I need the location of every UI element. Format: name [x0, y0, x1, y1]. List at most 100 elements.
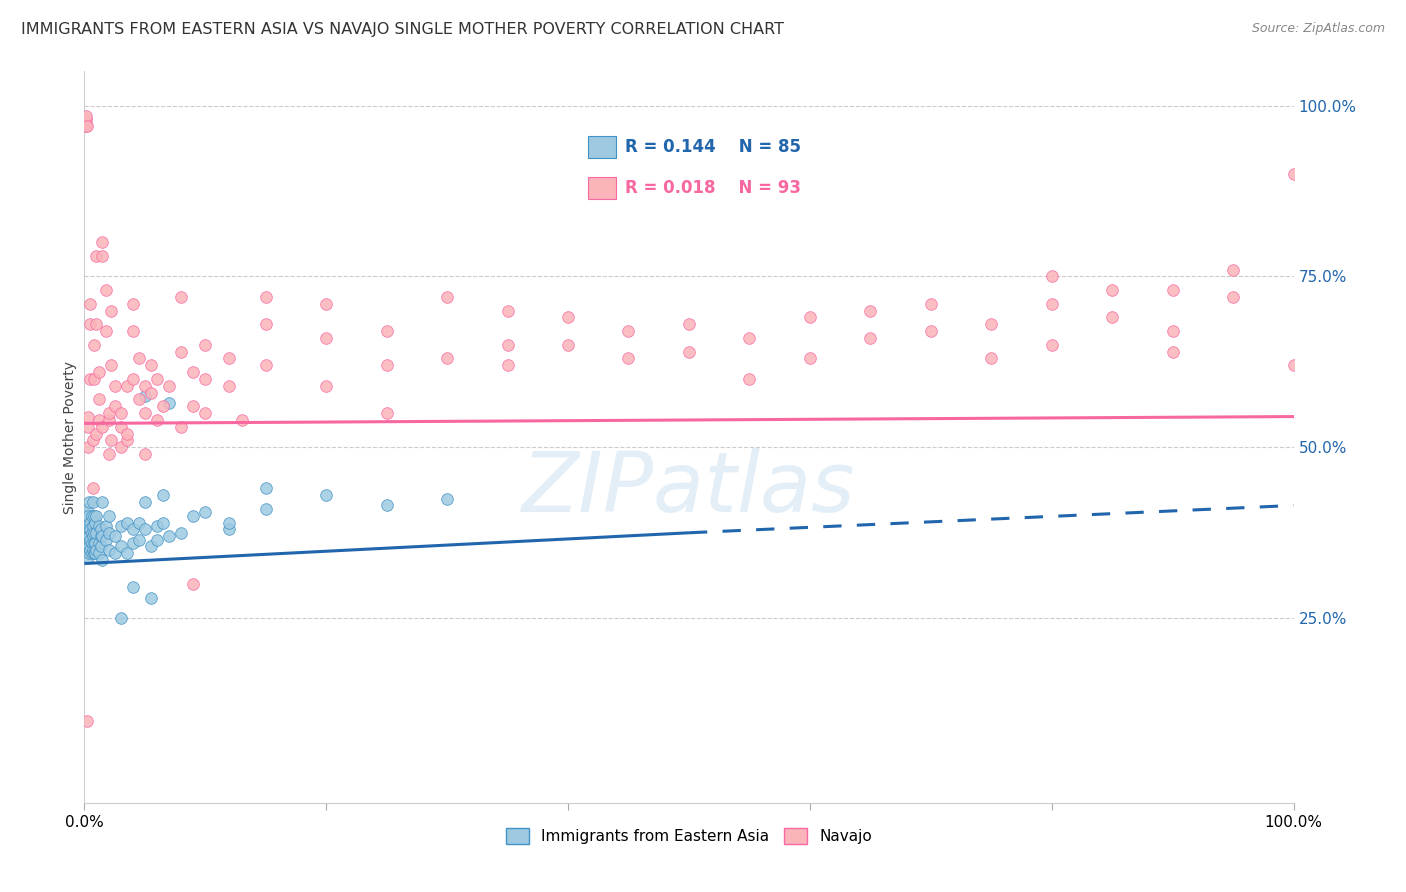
Point	[77, 409, 100, 424]
Point	[218, 516, 240, 530]
Point	[152, 516, 174, 530]
Point	[83, 508, 105, 523]
Point	[157, 379, 180, 393]
Point	[738, 372, 761, 386]
Point	[94, 324, 117, 338]
Point	[170, 344, 193, 359]
Point	[76, 714, 98, 728]
Point	[496, 338, 519, 352]
Point	[115, 546, 138, 560]
Point	[79, 372, 101, 386]
Point	[110, 519, 132, 533]
Point	[1222, 262, 1244, 277]
Point	[557, 310, 579, 325]
Point	[134, 522, 156, 536]
Point	[110, 540, 132, 554]
Point	[218, 379, 240, 393]
Point	[617, 351, 640, 366]
Text: IMMIGRANTS FROM EASTERN ASIA VS NAVAJO SINGLE MOTHER POVERTY CORRELATION CHART: IMMIGRANTS FROM EASTERN ASIA VS NAVAJO S…	[21, 22, 785, 37]
Point	[75, 516, 97, 530]
Point	[97, 413, 120, 427]
Point	[82, 481, 104, 495]
Point	[128, 533, 150, 547]
Point	[678, 344, 700, 359]
Point	[920, 297, 942, 311]
Point	[104, 546, 127, 560]
Point	[100, 359, 122, 373]
Point	[115, 379, 138, 393]
Point	[436, 491, 458, 506]
Text: ZIPatlas: ZIPatlas	[522, 448, 856, 529]
Point	[75, 115, 97, 129]
Point	[79, 516, 101, 530]
Point	[76, 542, 98, 557]
Point	[1101, 283, 1123, 297]
Point	[86, 542, 108, 557]
Point	[91, 529, 114, 543]
Point	[254, 290, 277, 304]
Point	[115, 434, 138, 448]
Point	[83, 546, 105, 560]
Point	[84, 516, 107, 530]
Point	[134, 447, 156, 461]
Point	[799, 310, 821, 325]
Point	[83, 338, 105, 352]
Point	[254, 481, 277, 495]
Point	[157, 396, 180, 410]
Point	[83, 525, 105, 540]
Point	[100, 303, 122, 318]
Point	[86, 525, 108, 540]
Point	[218, 522, 240, 536]
Point	[77, 516, 100, 530]
Point	[94, 283, 117, 297]
Point	[79, 542, 101, 557]
Point	[82, 519, 104, 533]
Point	[77, 540, 100, 554]
Point	[79, 318, 101, 332]
Point	[146, 533, 169, 547]
Point	[83, 536, 105, 550]
FancyBboxPatch shape	[588, 136, 616, 158]
Point	[86, 318, 108, 332]
Point	[181, 400, 204, 414]
Point	[91, 553, 114, 567]
Point	[315, 379, 337, 393]
Point	[115, 426, 138, 441]
Point	[121, 297, 143, 311]
Point	[128, 516, 150, 530]
Point	[1040, 269, 1063, 284]
Point	[181, 577, 204, 591]
Point	[980, 318, 1002, 332]
Point	[254, 359, 277, 373]
Point	[170, 525, 193, 540]
Point	[121, 324, 143, 338]
Point	[315, 331, 337, 345]
Point	[91, 495, 114, 509]
Point	[77, 440, 100, 454]
Point	[1161, 324, 1184, 338]
Point	[436, 351, 458, 366]
Point	[496, 359, 519, 373]
Point	[75, 508, 97, 523]
Point	[139, 359, 162, 373]
Point	[75, 119, 97, 133]
Point	[134, 406, 156, 420]
Point	[83, 372, 105, 386]
Point	[94, 519, 117, 533]
Point	[115, 516, 138, 530]
Point	[77, 529, 100, 543]
Point	[146, 413, 169, 427]
Point	[84, 536, 107, 550]
Point	[76, 522, 98, 536]
Point	[139, 385, 162, 400]
Point	[97, 508, 120, 523]
Point	[128, 392, 150, 407]
Point	[152, 400, 174, 414]
Point	[254, 501, 277, 516]
Point	[375, 359, 398, 373]
Point	[97, 447, 120, 461]
Point	[87, 365, 110, 379]
Point	[128, 351, 150, 366]
Point	[1282, 167, 1305, 181]
Point	[194, 505, 217, 519]
